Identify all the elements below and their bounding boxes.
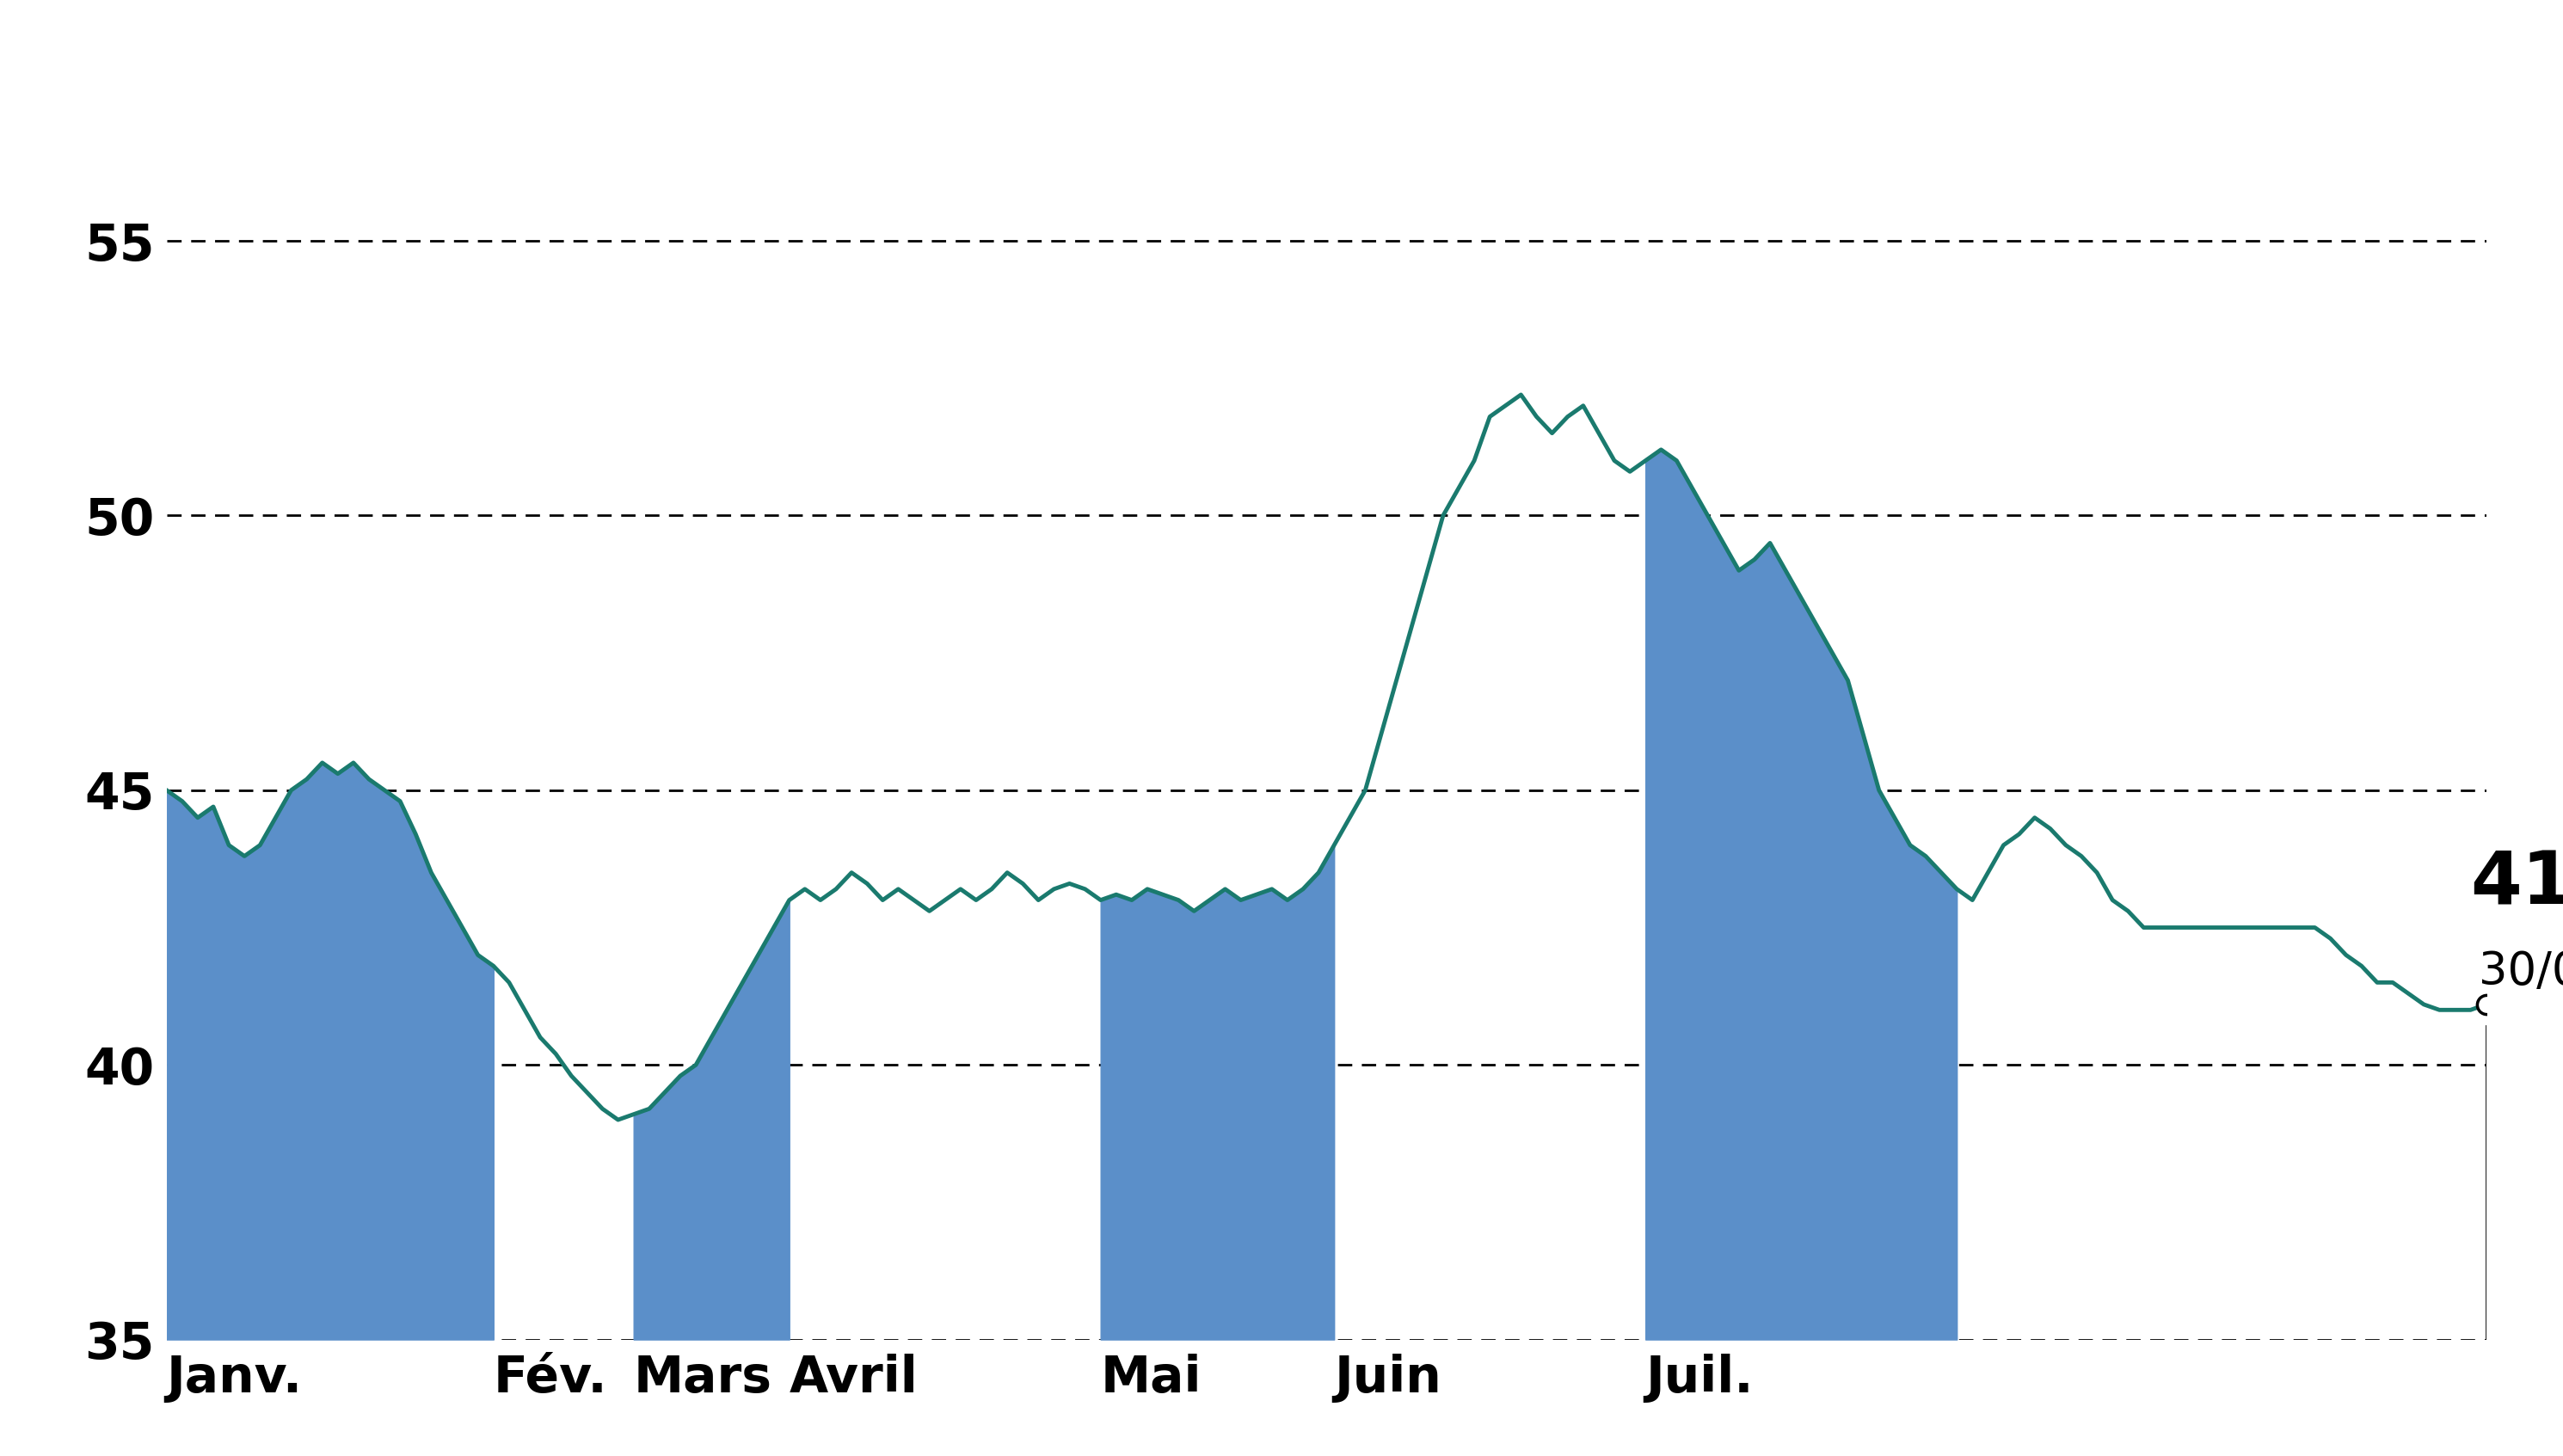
Text: 30/07: 30/07 (2478, 949, 2563, 994)
Text: 41,10: 41,10 (2471, 847, 2563, 919)
Text: PAREF: PAREF (1112, 13, 1451, 106)
